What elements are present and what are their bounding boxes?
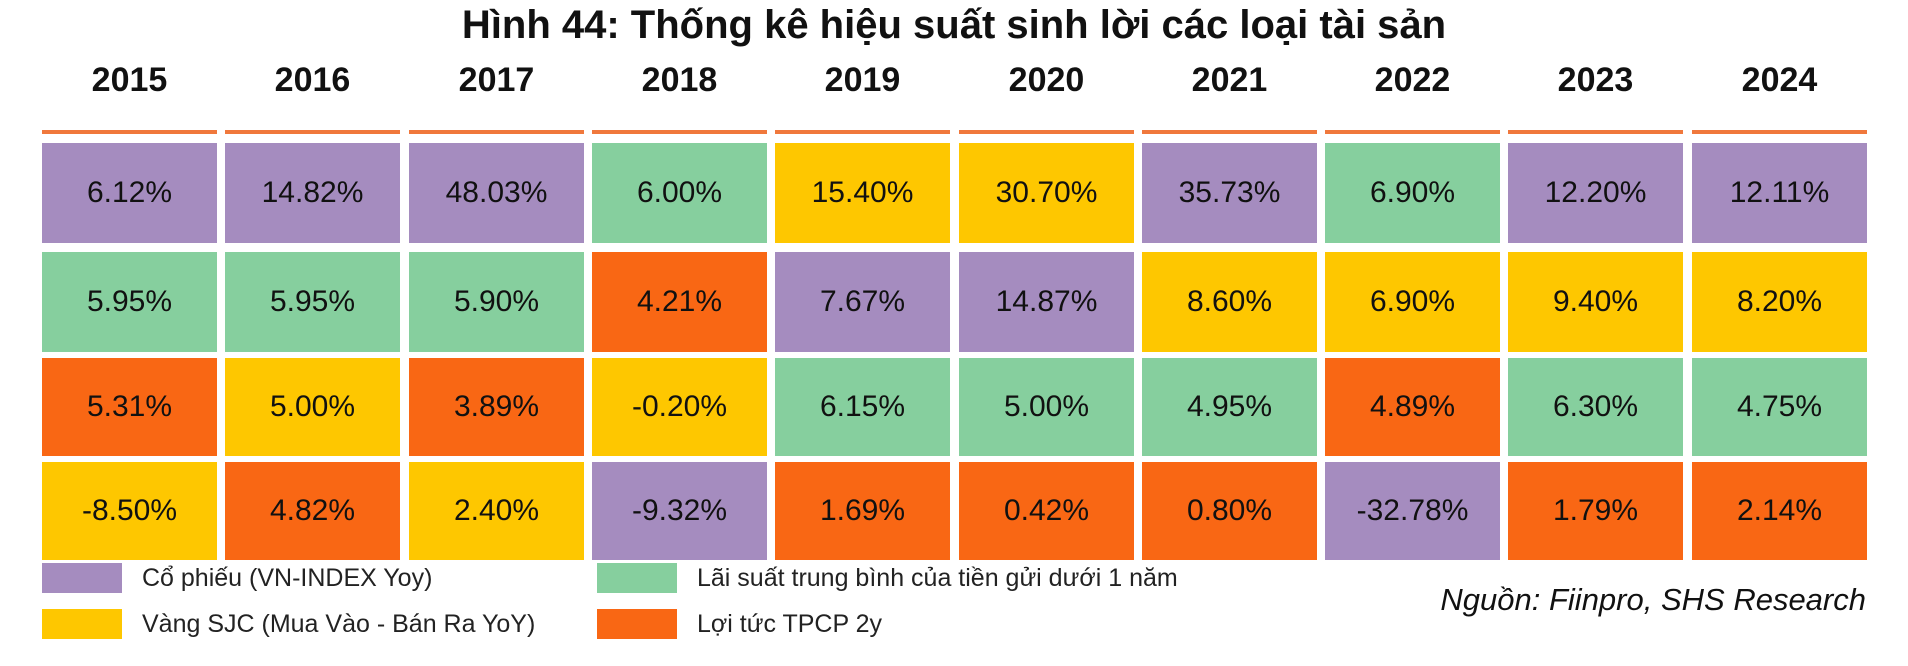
- cell-2021-stock: 35.73%: [1142, 143, 1317, 243]
- cell-2017-deposit: 5.90%: [409, 252, 584, 352]
- cell-2024-deposit: 4.75%: [1692, 358, 1867, 456]
- legend-item-bond: Lợi tức TPCP 2y: [597, 609, 882, 639]
- year-header-2015: 2015: [91, 61, 168, 99]
- cell-2023-deposit: 6.30%: [1508, 358, 1683, 456]
- legend-label-deposit: Lãi suất trung bình của tiền gửi dưới 1 …: [697, 563, 1178, 592]
- legend-swatch-gold: [42, 609, 122, 639]
- cell-2023-stock: 12.20%: [1508, 143, 1683, 243]
- year-header-2019: 2019: [824, 61, 901, 99]
- cell-2024-bond: 2.14%: [1692, 462, 1867, 560]
- cell-2022-stock: -32.78%: [1325, 462, 1500, 560]
- cell-2017-stock: 48.03%: [409, 143, 584, 243]
- cell-2023-gold: 9.40%: [1508, 252, 1683, 352]
- cell-2018-stock: -9.32%: [592, 462, 767, 560]
- legend-label-bond: Lợi tức TPCP 2y: [697, 609, 883, 638]
- cell-2015-bond: 5.31%: [42, 358, 217, 456]
- column-top-rule: [42, 130, 217, 134]
- legend-item-stock: Cổ phiếu (VN-INDEX Yoy): [42, 563, 432, 593]
- legend-swatch-stock: [42, 563, 122, 593]
- cell-2021-deposit: 4.95%: [1142, 358, 1317, 456]
- cell-2020-deposit: 5.00%: [959, 358, 1134, 456]
- legend-item-gold: Vàng SJC (Mua Vào - Bán Ra YoY): [42, 609, 535, 639]
- cell-2022-gold: 6.90%: [1325, 252, 1500, 352]
- column-top-rule: [225, 130, 400, 134]
- year-header-2023: 2023: [1557, 61, 1634, 99]
- year-header-2017: 2017: [458, 61, 535, 99]
- source-note: Nguồn: Fiinpro, SHS Research: [1440, 582, 1866, 617]
- cell-2020-bond: 0.42%: [959, 462, 1134, 560]
- cell-2023-bond: 1.79%: [1508, 462, 1683, 560]
- column-top-rule: [409, 130, 584, 134]
- legend-swatch-bond: [597, 609, 677, 639]
- year-header-2022: 2022: [1374, 61, 1451, 99]
- legend-item-deposit: Lãi suất trung bình của tiền gửi dưới 1 …: [597, 563, 1178, 593]
- cell-2017-gold: 2.40%: [409, 462, 584, 560]
- cell-2022-deposit: 6.90%: [1325, 143, 1500, 243]
- cell-2022-bond: 4.89%: [1325, 358, 1500, 456]
- cell-2021-gold: 8.60%: [1142, 252, 1317, 352]
- column-top-rule: [959, 130, 1134, 134]
- chart-title: Hình 44: Thống kê hiệu suất sinh lời các…: [461, 3, 1447, 47]
- cell-2015-deposit: 5.95%: [42, 252, 217, 352]
- cell-2020-stock: 14.87%: [959, 252, 1134, 352]
- cell-2016-bond: 4.82%: [225, 462, 400, 560]
- cell-2019-stock: 7.67%: [775, 252, 950, 352]
- cell-2018-deposit: 6.00%: [592, 143, 767, 243]
- legend-label-stock: Cổ phiếu (VN-INDEX Yoy): [142, 563, 433, 592]
- cell-2020-gold: 30.70%: [959, 143, 1134, 243]
- legend-label-gold: Vàng SJC (Mua Vào - Bán Ra YoY): [142, 609, 536, 638]
- cell-2015-gold: -8.50%: [42, 462, 217, 560]
- cell-2015-stock: 6.12%: [42, 143, 217, 243]
- cell-2021-bond: 0.80%: [1142, 462, 1317, 560]
- cell-2018-bond: 4.21%: [592, 252, 767, 352]
- cell-2016-stock: 14.82%: [225, 143, 400, 243]
- cell-2019-deposit: 6.15%: [775, 358, 950, 456]
- column-top-rule: [1325, 130, 1500, 134]
- cell-2016-gold: 5.00%: [225, 358, 400, 456]
- cell-2017-bond: 3.89%: [409, 358, 584, 456]
- year-header-2018: 2018: [641, 61, 718, 99]
- year-header-2020: 2020: [1008, 61, 1085, 99]
- legend-swatch-deposit: [597, 563, 677, 593]
- year-header-2021: 2021: [1191, 61, 1268, 99]
- year-header-2024: 2024: [1741, 61, 1818, 99]
- cell-2019-gold: 15.40%: [775, 143, 950, 243]
- cell-2019-bond: 1.69%: [775, 462, 950, 560]
- column-top-rule: [775, 130, 950, 134]
- cell-2024-gold: 8.20%: [1692, 252, 1867, 352]
- column-top-rule: [1508, 130, 1683, 134]
- cell-2018-gold: -0.20%: [592, 358, 767, 456]
- column-top-rule: [1692, 130, 1867, 134]
- year-header-2016: 2016: [274, 61, 351, 99]
- column-top-rule: [1142, 130, 1317, 134]
- cell-2024-stock: 12.11%: [1692, 143, 1867, 243]
- column-top-rule: [592, 130, 767, 134]
- cell-2016-deposit: 5.95%: [225, 252, 400, 352]
